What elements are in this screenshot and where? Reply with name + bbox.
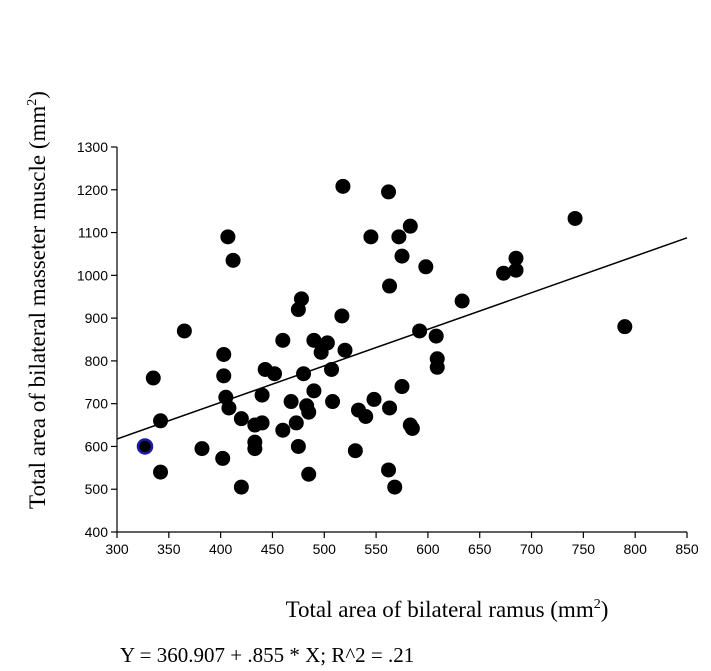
data-point — [247, 441, 263, 457]
data-point — [428, 328, 444, 344]
data-point — [233, 411, 249, 427]
data-point — [381, 184, 397, 200]
data-point — [391, 229, 407, 245]
data-point — [335, 178, 351, 194]
data-point — [233, 479, 249, 495]
y-tick-label: 1200 — [77, 182, 108, 198]
data-point — [394, 379, 410, 395]
data-point — [267, 366, 283, 382]
data-point — [366, 391, 382, 407]
data-point — [153, 464, 169, 480]
data-point — [394, 248, 410, 264]
data-point — [221, 400, 237, 416]
data-point — [296, 366, 312, 382]
data-point — [319, 335, 335, 351]
regression-equation: Y = 360.907 + .855 * X; R^2 = .21 — [120, 643, 414, 667]
data-point — [382, 400, 398, 416]
data-point — [293, 291, 309, 307]
plot-area — [116, 178, 688, 495]
data-point — [220, 229, 236, 245]
x-tick-label: 650 — [468, 541, 492, 557]
x-tick-label: 300 — [105, 541, 129, 557]
data-point — [254, 387, 270, 403]
y-tick-label: 1000 — [77, 267, 108, 283]
data-point — [454, 293, 470, 309]
data-point — [216, 346, 232, 362]
data-point — [301, 404, 317, 420]
y-tick-label: 500 — [85, 481, 109, 497]
data-point — [176, 323, 192, 339]
x-tick-label: 450 — [261, 541, 285, 557]
x-tick-label: 500 — [313, 541, 337, 557]
data-point — [216, 368, 232, 384]
data-point — [215, 450, 231, 466]
data-point — [387, 479, 403, 495]
x-tick-label: 600 — [416, 541, 440, 557]
data-point — [412, 323, 428, 339]
y-tick-label: 700 — [85, 396, 109, 412]
data-point — [283, 394, 299, 410]
x-tick-label: 350 — [157, 541, 181, 557]
data-point — [402, 218, 418, 234]
x-tick-label: 550 — [364, 541, 388, 557]
y-tick-label: 1100 — [78, 225, 108, 241]
x-tick-label: 700 — [520, 541, 544, 557]
x-tick-label: 850 — [675, 541, 699, 557]
data-point — [325, 394, 341, 410]
data-point — [358, 409, 374, 424]
data-point — [275, 422, 291, 438]
data-point — [225, 252, 241, 268]
data-point — [617, 319, 633, 335]
y-tick-label: 600 — [85, 438, 109, 454]
x-axis-title: Total area of bilateral ramus (mm2) — [286, 597, 609, 622]
data-point — [508, 250, 524, 266]
x-tick-label: 750 — [572, 541, 596, 557]
data-point — [496, 265, 512, 281]
x-tick-label: 400 — [209, 541, 233, 557]
axes: 400 500 600 700 800 900 1000 1100 1200 1300 300 350… — [77, 139, 699, 557]
data-point — [429, 359, 445, 375]
y-axis-title: Total area of bilateral masseter muscle … — [25, 91, 50, 509]
data-point — [288, 415, 304, 431]
data-point — [194, 441, 210, 457]
data-point — [337, 342, 353, 358]
data-point — [508, 262, 524, 278]
y-tick-label: 400 — [85, 524, 109, 540]
x-tick-label: 800 — [624, 541, 648, 557]
data-point — [254, 415, 270, 431]
regression-line — [116, 237, 688, 440]
y-tick-label: 800 — [85, 353, 109, 369]
y-tick-label: 1300 — [77, 139, 108, 155]
data-point — [334, 308, 350, 324]
data-point — [363, 229, 379, 245]
data-point — [347, 443, 363, 459]
data-point — [306, 383, 322, 399]
data-point — [301, 466, 317, 482]
highlighted-data-point — [136, 438, 154, 455]
data-point — [381, 462, 397, 478]
data-point — [382, 278, 398, 294]
data-point — [567, 210, 583, 226]
data-point — [275, 332, 291, 348]
data-point — [145, 370, 161, 386]
data-point — [290, 438, 306, 454]
data-point — [153, 413, 169, 429]
y-tick-label: 900 — [85, 310, 109, 326]
data-point — [418, 259, 434, 275]
data-point — [404, 420, 420, 436]
data-point — [324, 361, 340, 377]
